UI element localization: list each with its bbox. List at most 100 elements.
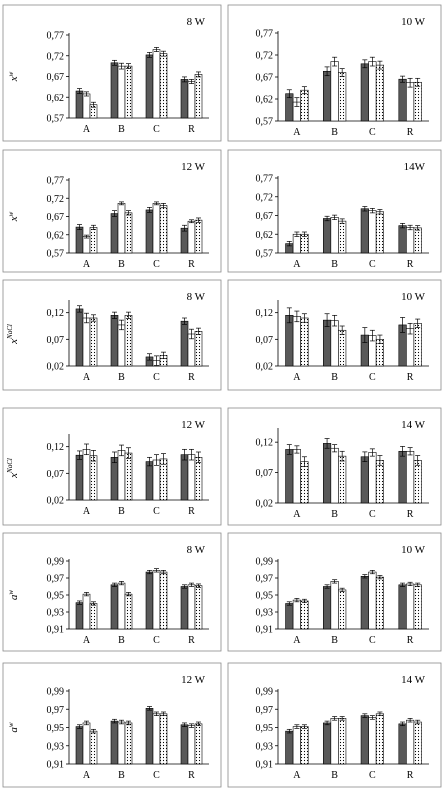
bar: [375, 460, 384, 504]
bar: [322, 319, 332, 367]
y-tick-label: 0,99: [256, 557, 274, 568]
x-tick-label: B: [118, 372, 125, 383]
panel-frame: [227, 532, 442, 652]
bar: [330, 217, 339, 254]
bar: [368, 61, 377, 122]
x-tick-label: B: [331, 259, 338, 270]
chart-panel-2: 0,57 0,62 0,67 0,72 0,77 10 W A B C R: [227, 4, 442, 142]
panel-label: 14 W: [401, 674, 426, 686]
x-tick-label: B: [331, 635, 338, 646]
panel-label: 12 W: [181, 419, 206, 431]
bar: [75, 90, 84, 119]
chart-panel-12: 0,91 0,93 0,95 0,97 0,99 14 W A B C R: [227, 662, 442, 788]
bar: [300, 89, 309, 122]
x-tick-label: C: [369, 127, 376, 138]
x-tick-label: B: [118, 506, 125, 517]
bar: [110, 720, 119, 765]
y-axis-label: aw: [7, 722, 20, 733]
panel-frame: [227, 149, 442, 273]
bar: [89, 455, 98, 501]
bar: [159, 458, 168, 501]
y-tick-label: 0,72: [256, 192, 274, 203]
bar: [398, 225, 407, 254]
x-tick-label: B: [331, 509, 338, 520]
chart-panel-9: 0,91 0,93 0,95 0,97 0,99 aw 8 W A B C R: [2, 532, 222, 652]
y-tick-label: 0,95: [256, 591, 274, 602]
bar: [300, 461, 309, 504]
panel-label: 10 W: [401, 16, 426, 28]
panel-frame: [2, 532, 222, 652]
bar: [75, 308, 84, 367]
x-tick-label: A: [293, 635, 301, 646]
bar: [194, 331, 203, 367]
bar: [398, 723, 407, 765]
chart-panel-3: 0,57 0,62 0,67 0,72 0,77 xw 12 W A B C R: [2, 149, 222, 273]
x-tick-label: R: [407, 372, 414, 383]
x-tick-label: B: [118, 259, 125, 270]
bar: [75, 726, 84, 765]
bar: [338, 329, 347, 367]
bar: [398, 78, 407, 122]
bar: [330, 320, 339, 367]
bar: [124, 722, 133, 765]
bar: [180, 454, 189, 501]
bar: [285, 449, 294, 504]
bar: [145, 708, 154, 765]
x-tick-label: B: [118, 124, 125, 135]
bar: [82, 449, 91, 501]
y-tick-label: 0,77: [47, 31, 65, 42]
x-tick-label: A: [293, 372, 301, 383]
bar: [159, 53, 168, 119]
x-tick-label: R: [188, 124, 195, 135]
panel-frame: [2, 279, 222, 391]
x-tick-label: R: [188, 259, 195, 270]
bar: [124, 65, 133, 119]
y-tick-label: 0,57: [256, 117, 274, 128]
bar: [300, 317, 309, 367]
x-tick-label: B: [331, 127, 338, 138]
panel-label: 8 W: [187, 16, 206, 28]
bar: [398, 450, 407, 504]
bar: [285, 730, 294, 765]
bar: [145, 571, 154, 630]
bar: [117, 324, 126, 367]
bar: [375, 713, 384, 765]
bar: [194, 723, 203, 765]
bar: [82, 593, 91, 630]
y-tick-label: 0,93: [256, 608, 274, 619]
x-tick-label: B: [118, 770, 125, 781]
bar: [322, 70, 332, 122]
bar: [406, 82, 415, 122]
x-tick-label: R: [407, 127, 414, 138]
bar: [194, 585, 203, 630]
bar: [117, 721, 126, 765]
bar: [110, 315, 119, 367]
y-tick-label: 0,91: [47, 625, 65, 636]
bar: [89, 317, 98, 367]
bar: [180, 227, 189, 254]
bar: [194, 457, 203, 501]
x-tick-label: A: [83, 124, 91, 135]
x-tick-label: C: [369, 372, 376, 383]
bar: [187, 725, 196, 765]
bar: [413, 721, 422, 765]
panel-frame: [227, 279, 442, 391]
y-tick-label: 0,72: [256, 51, 274, 62]
bar: [338, 589, 347, 630]
bar: [375, 211, 384, 254]
bar: [338, 72, 347, 122]
chart-panel-7: 0,02 0,07 0,12 xNaCl 12 W A B C R: [2, 407, 222, 526]
y-tick-label: 0,12: [256, 438, 274, 449]
x-tick-label: A: [293, 259, 301, 270]
x-tick-label: R: [407, 635, 414, 646]
bar: [413, 81, 422, 122]
bar: [117, 582, 126, 630]
y-tick-label: 0,62: [47, 230, 65, 241]
bar: [117, 450, 126, 501]
y-tick-label: 0,93: [256, 741, 274, 752]
y-tick-label: 0,57: [47, 114, 65, 125]
bar: [368, 571, 377, 630]
y-tick-label: 0,07: [47, 335, 65, 346]
bar: [300, 233, 309, 254]
panel-label: 10 W: [401, 544, 426, 556]
